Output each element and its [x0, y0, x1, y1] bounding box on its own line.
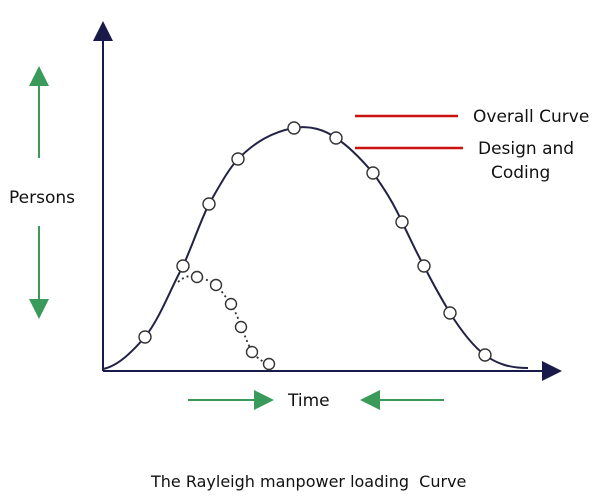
curve-marker	[231, 152, 245, 166]
curve-marker	[190, 270, 204, 284]
curve-marker	[176, 259, 190, 273]
design-coding-markers	[190, 270, 276, 371]
curve-marker	[202, 197, 216, 211]
curve-marker	[209, 278, 223, 292]
curve-marker	[417, 259, 431, 273]
curve-marker	[138, 330, 152, 344]
curve-marker	[478, 348, 492, 362]
curve-marker	[366, 166, 380, 180]
curve-marker	[234, 320, 248, 334]
overall-curve	[102, 126, 529, 370]
curve-marker	[329, 131, 343, 145]
curve-marker	[395, 215, 409, 229]
curve-marker	[262, 357, 276, 371]
caption: The Rayleigh manpower loading Curve	[150, 472, 466, 491]
legend-label-design-line2: Coding	[491, 163, 550, 183]
curve-marker	[287, 121, 301, 135]
curve-marker	[443, 306, 457, 320]
curve-marker	[224, 297, 238, 311]
legend-label-design-line1: Design and	[478, 139, 574, 159]
y-axis-label: Persons	[9, 188, 75, 208]
x-axis-label: Time	[287, 391, 330, 411]
curve-marker	[245, 345, 259, 359]
overall-curve-markers	[138, 121, 492, 362]
legend-label-overall: Overall Curve	[473, 107, 589, 127]
